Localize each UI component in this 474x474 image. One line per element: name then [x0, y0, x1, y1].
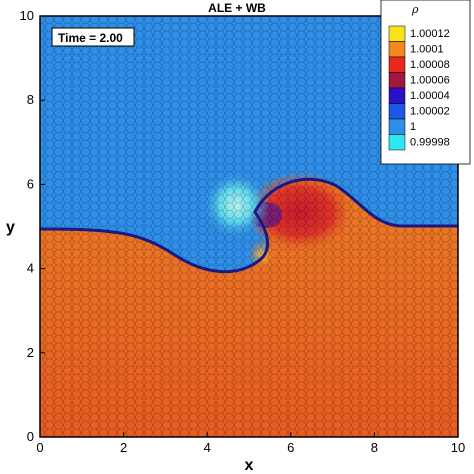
legend-label: 1	[410, 121, 416, 133]
chart-title: ALE + WB	[208, 1, 266, 15]
x-tick-label: 4	[204, 440, 211, 455]
y-tick-label: 8	[27, 92, 34, 107]
legend-swatch	[388, 72, 406, 89]
y-tick-label: 10	[20, 8, 34, 23]
y-tick-label: 2	[27, 345, 34, 360]
legend-swatch	[388, 118, 406, 135]
y-axis-label: y	[6, 219, 15, 236]
x-axis-ticks: 0 2 4 6 8 10	[36, 432, 465, 455]
legend-swatch	[388, 103, 406, 120]
legend-swatch	[388, 134, 406, 151]
plot-frame	[39, 15, 459, 438]
x-tick-label: 10	[451, 440, 465, 455]
legend-label: 1.00008	[410, 59, 450, 71]
x-tick-label: 8	[371, 440, 378, 455]
legend-swatch	[388, 25, 406, 42]
legend-label: 1.00004	[410, 90, 450, 102]
legend-swatch	[388, 87, 406, 104]
legend-label: 1.0001	[410, 44, 444, 56]
x-tick-label: 2	[120, 440, 127, 455]
x-tick-label: 6	[287, 440, 294, 455]
colorbar-legend: ρ 1.00012 1.0001 1.00008 1.00006 1.00004 1.00…	[380, 0, 471, 165]
time-annotation: Time = 2.00	[51, 27, 135, 47]
legend-swatch	[388, 41, 406, 58]
x-tick-label: 0	[36, 440, 43, 455]
legend-label: 0.99998	[410, 137, 450, 149]
x-axis-label: x	[245, 457, 254, 474]
y-tick-label: 6	[27, 176, 34, 191]
y-axis-ticks: 0 2 4 6 8 10	[20, 8, 45, 444]
y-tick-label: 0	[27, 429, 34, 444]
legend-label: 1.00006	[410, 75, 450, 87]
legend-swatch	[388, 56, 406, 73]
legend-title: ρ	[411, 3, 419, 16]
legend-label: 1.00012	[410, 28, 450, 40]
y-tick-label: 4	[27, 261, 34, 276]
legend-label: 1.00002	[410, 106, 450, 118]
svg-text:Time = 2.00: Time = 2.00	[58, 31, 123, 45]
